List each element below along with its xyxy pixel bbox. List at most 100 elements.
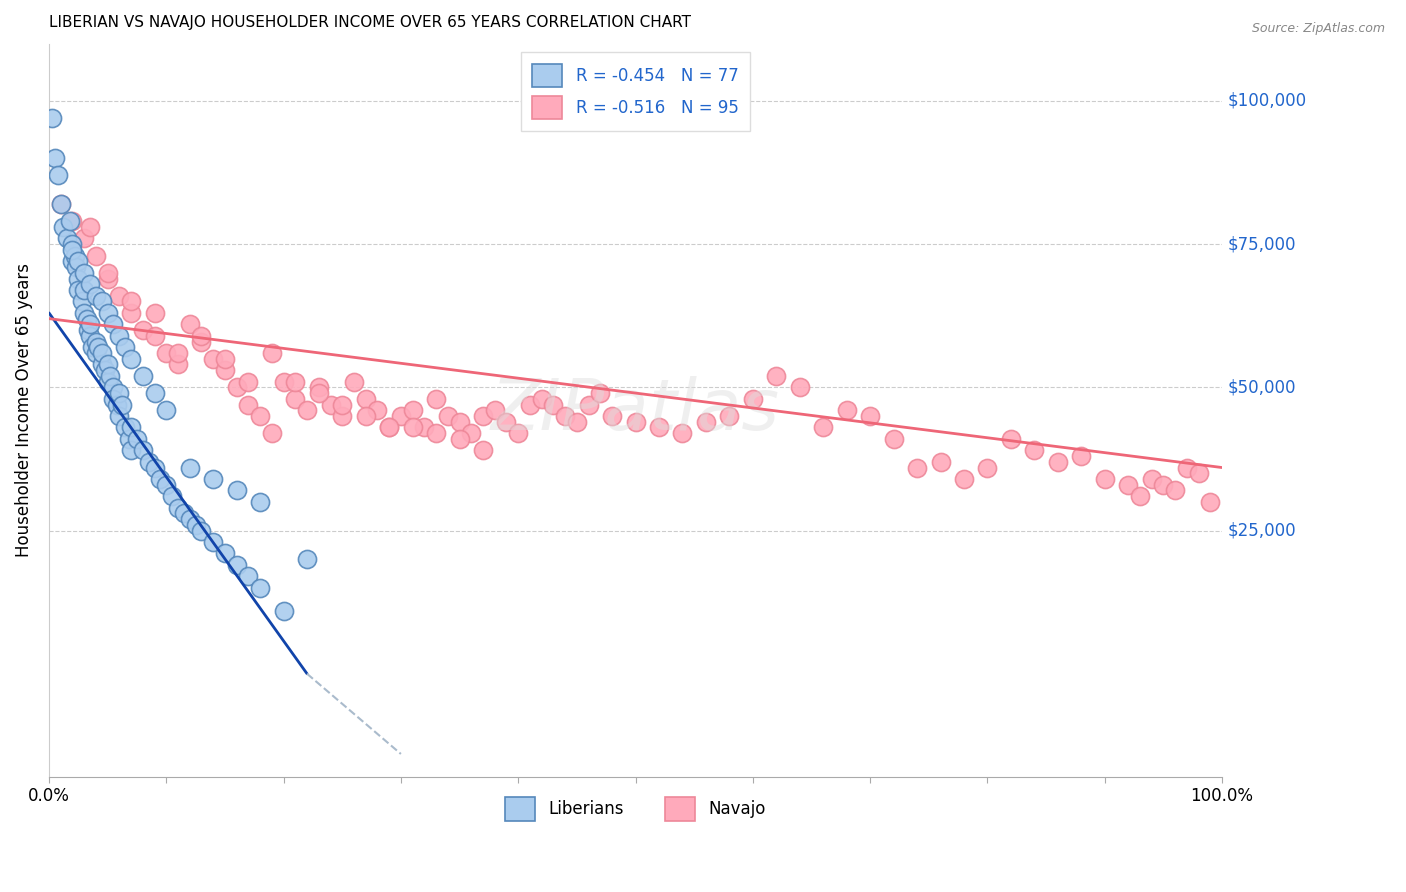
Point (97, 358, 120, 372)
Point (79, 318, 101, 332)
Point (249, 409, 271, 423)
Point (84, 289, 107, 303)
Point (1164, 483, 1187, 498)
Point (425, 392, 447, 406)
Point (90, 346, 112, 360)
Point (62, 254, 84, 268)
Point (143, 386, 166, 401)
Point (143, 306, 166, 320)
Point (155, 477, 177, 491)
Point (565, 415, 588, 429)
Point (1187, 467, 1209, 481)
Point (103, 380, 125, 394)
Point (1070, 449, 1092, 463)
Point (67, 271, 90, 285)
Point (343, 375, 366, 389)
Point (718, 409, 741, 423)
Point (73, 231, 96, 245)
Point (167, 358, 190, 372)
Point (225, 558, 247, 572)
Point (530, 392, 553, 406)
Point (401, 403, 423, 417)
Point (519, 398, 541, 412)
Point (295, 403, 318, 417)
Point (62, 237, 84, 252)
Point (1129, 489, 1152, 503)
Point (138, 455, 160, 469)
Point (120, 420, 142, 434)
Point (1152, 477, 1174, 491)
Point (79, 219, 101, 234)
Point (319, 398, 342, 412)
Point (976, 460, 998, 475)
Point (1140, 472, 1163, 486)
Point (120, 306, 142, 320)
Point (1175, 460, 1198, 475)
Point (76, 311, 98, 326)
Point (120, 351, 142, 366)
Point (108, 386, 131, 401)
Point (437, 409, 460, 423)
Point (953, 472, 976, 486)
Point (79, 277, 101, 292)
Point (76, 323, 98, 337)
Point (1116, 477, 1139, 491)
Point (389, 409, 412, 423)
Point (125, 432, 148, 446)
Point (97, 271, 120, 285)
Point (214, 351, 236, 366)
Point (378, 420, 401, 434)
Point (789, 380, 811, 394)
Point (73, 266, 96, 280)
Point (173, 507, 195, 521)
Point (859, 409, 882, 423)
Text: LIBERIAN VS NAVAJO HOUSEHOLDER INCOME OVER 65 YEARS CORRELATION CHART: LIBERIAN VS NAVAJO HOUSEHOLDER INCOME OV… (49, 15, 690, 30)
Text: $25,000: $25,000 (1227, 522, 1296, 540)
Point (741, 392, 763, 406)
Point (1024, 443, 1046, 458)
Point (366, 403, 388, 417)
Point (354, 409, 377, 423)
Point (648, 420, 671, 434)
Point (202, 351, 225, 366)
Legend: Liberians, Navajo: Liberians, Navajo (498, 790, 773, 827)
Point (308, 380, 330, 394)
Point (108, 409, 131, 423)
Point (160, 489, 183, 503)
Point (249, 495, 271, 509)
Point (65, 260, 87, 274)
Y-axis label: Householder Income Over 65 years: Householder Income Over 65 years (15, 263, 32, 558)
Point (225, 483, 247, 498)
Point (41, 111, 63, 125)
Point (73, 283, 96, 297)
Point (449, 415, 471, 429)
Point (249, 581, 271, 595)
Point (190, 334, 212, 349)
Point (87, 340, 110, 354)
Point (214, 363, 236, 377)
Point (929, 455, 952, 469)
Point (108, 289, 131, 303)
Point (1046, 455, 1069, 469)
Point (90, 358, 112, 372)
Text: $75,000: $75,000 (1227, 235, 1296, 253)
Point (308, 386, 330, 401)
Point (97, 266, 120, 280)
Point (59, 214, 82, 228)
Point (543, 398, 565, 412)
Point (765, 368, 787, 383)
Point (167, 346, 190, 360)
Point (84, 346, 107, 360)
Point (67, 254, 90, 268)
Point (472, 443, 495, 458)
Point (1094, 472, 1116, 486)
Point (671, 426, 693, 441)
Point (905, 460, 928, 475)
Point (132, 323, 155, 337)
Point (155, 403, 177, 417)
Point (190, 328, 212, 343)
Point (49, 197, 72, 211)
Point (44, 151, 66, 165)
Point (214, 546, 236, 560)
Point (48, 169, 70, 183)
